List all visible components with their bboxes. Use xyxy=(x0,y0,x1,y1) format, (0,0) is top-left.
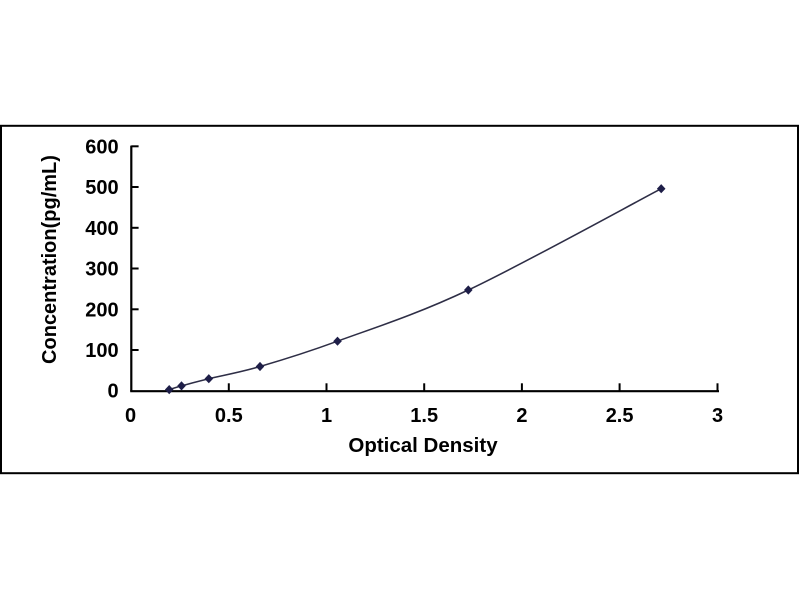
svg-text:2.5: 2.5 xyxy=(606,405,634,427)
svg-text:2: 2 xyxy=(516,405,527,427)
svg-text:Optical Density: Optical Density xyxy=(348,434,498,457)
svg-text:400: 400 xyxy=(85,218,118,240)
svg-text:0: 0 xyxy=(125,405,136,427)
svg-text:Concentration(pg/mL): Concentration(pg/mL) xyxy=(39,155,61,364)
svg-text:300: 300 xyxy=(85,259,118,281)
svg-text:100: 100 xyxy=(85,340,118,362)
svg-text:1.5: 1.5 xyxy=(410,405,438,427)
svg-text:200: 200 xyxy=(85,300,118,322)
svg-text:600: 600 xyxy=(85,137,118,159)
svg-text:500: 500 xyxy=(85,177,118,199)
svg-text:3: 3 xyxy=(712,405,723,427)
svg-text:0.5: 0.5 xyxy=(215,405,243,427)
svg-text:0: 0 xyxy=(107,380,118,402)
svg-text:1: 1 xyxy=(321,405,332,427)
